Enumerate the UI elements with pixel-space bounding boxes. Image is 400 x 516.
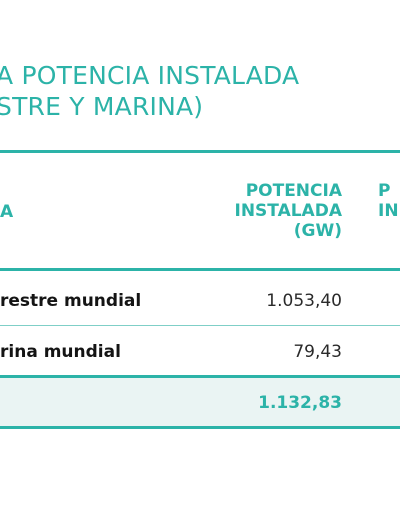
header-installed-power-line-3: (GW) [293,221,342,241]
table-row-onshore-label: restre mundial [0,291,142,311]
total-value: 1.132,83 [258,393,342,413]
table-row-onshore-value: 1.053,40 [266,291,342,311]
header-installed-power-line-1: POTENCIA [245,181,342,201]
header-next-column-line-1: P [378,181,391,201]
table-row-offshore-value: 79,43 [293,342,342,362]
table-row-offshore-label: rina mundial [0,342,121,362]
header-installed-power-line-2: INSTALADA [234,201,343,221]
total-top-rule [0,375,400,378]
header-next-column: P IN [378,181,399,221]
table-title-line-1: A POTENCIA INSTALADA [0,61,300,90]
table-title-line-2: STRE Y MARINA) [0,92,204,121]
header-installed-power: POTENCIA INSTALADA (GW) [235,181,343,241]
row-divider [0,325,400,326]
table-title: A POTENCIA INSTALADA STRE Y MARINA) [0,60,400,122]
header-next-column-line-2: IN [378,201,399,221]
header-bottom-rule [0,268,400,271]
table-top-rule [0,150,400,153]
total-row [0,378,400,426]
header-category: A [0,202,14,222]
table-bottom-rule [0,426,400,429]
